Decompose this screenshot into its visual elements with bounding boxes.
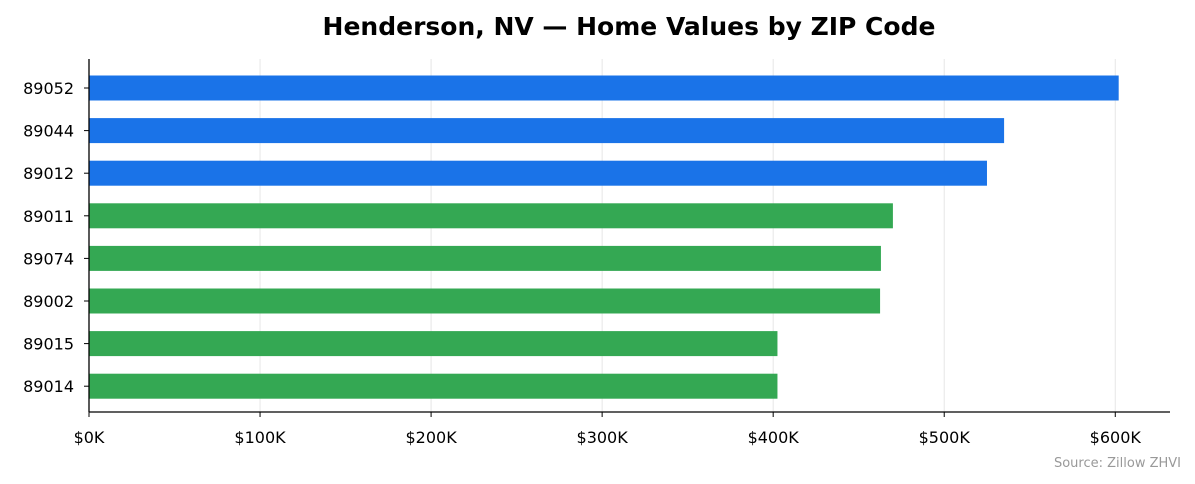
- x-tick-label: $300K: [577, 428, 629, 447]
- axes: [84, 59, 1170, 417]
- y-tick-label: 89074: [23, 249, 74, 268]
- bars: [89, 75, 1119, 399]
- x-tick-label: $500K: [919, 428, 971, 447]
- x-tick-label: $200K: [405, 428, 457, 447]
- x-tick-label: $600K: [1090, 428, 1142, 447]
- x-tick-labels: $0K $100K $200K $300K $400K $500K $600K: [74, 428, 1142, 447]
- bar: [89, 160, 987, 186]
- bar: [89, 75, 1119, 101]
- bar: [89, 203, 893, 229]
- grid-lines: [259, 59, 1116, 412]
- y-tick-label: 89014: [23, 377, 74, 396]
- bar: [89, 245, 881, 271]
- x-tick-label: $0K: [74, 428, 105, 447]
- bar: [89, 331, 778, 357]
- y-tick-label: 89002: [23, 292, 74, 311]
- bar: [89, 288, 881, 314]
- bar: [89, 373, 778, 399]
- source-note: Source: Zillow ZHVI: [1054, 456, 1181, 471]
- y-tick-labels: 89052 89044 89012 89011 89074 89002 89015 89014: [23, 79, 74, 396]
- x-tick-label: $100K: [234, 428, 286, 447]
- chart-title: Henderson, NV — Home Values by ZIP Code: [323, 12, 936, 41]
- y-tick-label: 89011: [23, 207, 74, 226]
- y-tick-label: 89044: [23, 122, 74, 141]
- y-tick-label: 89052: [23, 79, 74, 98]
- y-tick-label: 89012: [23, 164, 74, 183]
- y-tick-label: 89015: [23, 335, 74, 354]
- bar: [89, 118, 1005, 144]
- x-tick-label: $400K: [748, 428, 800, 447]
